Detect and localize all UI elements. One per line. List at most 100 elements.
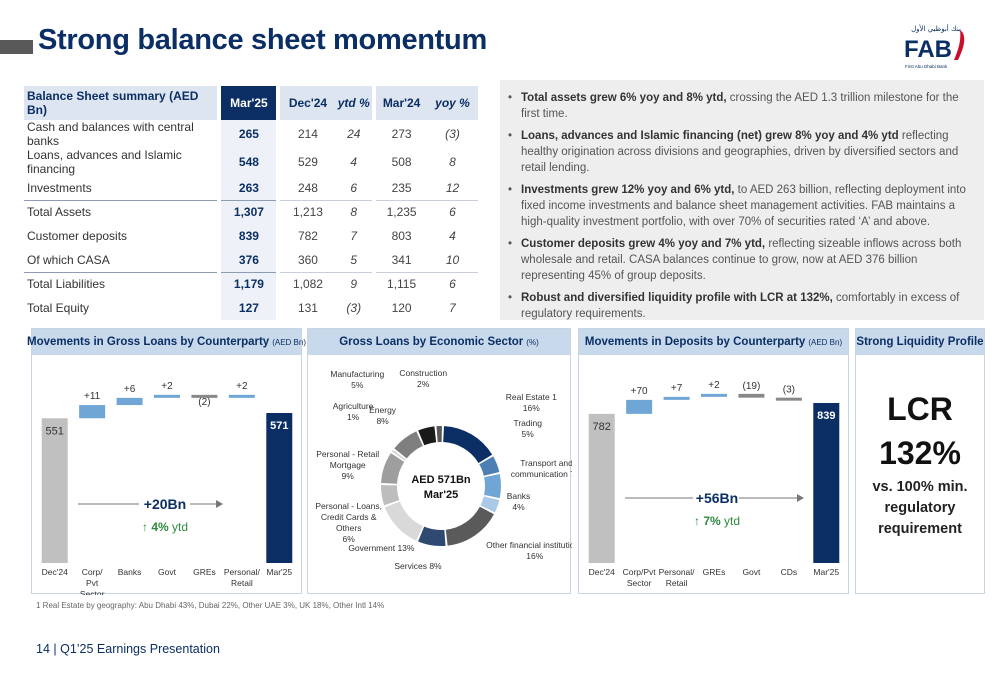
row-label: Customer deposits [27,229,128,243]
commentary-item: Customer deposits grew 4% yoy and 7% ytd… [508,236,974,284]
row-label: Loans, advances and Islamic financing [27,148,182,176]
commentary-item-highlight: Robust and diversified liquidity profile… [521,292,833,304]
data-label: (19) [743,381,761,392]
cell-mar24: 120 [391,301,412,315]
logo-text: FAB [904,36,952,63]
donut-slice [436,426,442,443]
col-header-yoy: yoy % [427,86,478,120]
bar [663,396,690,400]
bar [191,394,218,398]
cell-dec24: 131 [297,301,318,315]
logo-accent-icon [954,30,965,60]
commentary-item-highlight: Total assets grew 6% yoy and 8% ytd, [521,92,727,104]
commentary-item-text: to AED 263 billion, reflecting deploymen… [521,184,966,228]
arrow-head-icon [216,500,223,508]
donut-slice [392,450,406,461]
bar [154,394,180,398]
data-label: 551 [46,425,64,437]
slice-label: Personal - Retail Mortgage 9% [316,449,379,481]
bar [41,418,68,563]
bar [266,413,293,563]
cell-mar25: 376 [221,248,277,272]
commentary-item-text: reflecting sizeable inflows across both … [521,238,962,282]
tick-label: Corp/Pvt Sector [623,567,657,588]
cell-ytd: 24 [347,127,361,141]
slice-label: Services 8% [394,561,442,571]
row-label: Total Equity [27,301,90,315]
commentary-item: Loans, advances and Islamic financing (n… [508,128,974,176]
tick-label: Govt [742,567,761,577]
bar [79,405,106,419]
data-label: 571 [270,420,288,432]
table-row: Total Equity 127 131 (3) 120 7 [24,296,478,320]
commentary-box: Total assets grew 6% yoy and 8% ytd, cro… [500,80,984,320]
slice-label: Trading 5% [513,418,542,439]
cell-mar24: 235 [391,180,412,195]
slice-label: Manufacturing 5% [330,369,384,390]
table-row: Of which CASA 376 360 5 341 10 [24,248,478,272]
donut-slice [394,431,423,459]
cell-dec24: 360 [297,252,318,267]
tick-label: Dec'24 [589,567,615,577]
commentary-item-text: crossing the AED 1.3 trillion milestone … [521,92,959,120]
cell-mar24: 1,115 [376,271,428,296]
donut-slice [480,496,500,513]
cell-mar24: 341 [391,252,412,267]
row-label: Total Assets [24,199,218,224]
donut-slice [443,426,493,463]
loans-waterfall-chart: 551 Dec'24 +11 Corp/Pvt Sector +6 Banks +2 Govt (… [41,381,293,595]
deposits-panel-title: Movements in Deposits by Counterparty (AE… [579,329,848,355]
donut-slice [384,501,423,541]
cell-mar25: 127 [221,296,277,320]
bar [738,393,765,398]
slice-label: Banks 4% [507,491,531,512]
data-label: +2 [161,381,173,392]
commentary-item: Total assets grew 6% yoy and 8% ytd, cro… [508,90,974,122]
commentary-list: Total assets grew 6% yoy and 8% ytd, cro… [508,90,974,322]
commentary-item-text: reflecting healthy origination across di… [521,130,959,174]
loans-panel-title: Movements in Gross Loans by Counterparty… [27,329,306,355]
data-label: +11 [84,391,101,402]
col-header-mar25: Mar'25 [221,86,277,120]
commentary-item: Robust and diversified liquidity profile… [508,290,974,322]
bar [775,397,802,401]
deposits-waterfall-chart: 782 Dec'24 +70 Corp/Pvt Sector +7 Personal/Ret… [588,380,840,588]
annotation-growth: ↑ 4% ytd [142,520,188,534]
donut-slice [418,426,437,446]
bar [626,399,653,414]
tick-label: Banks [118,567,142,577]
lcr-value: 132% [879,435,961,471]
cell-mar25: 548 [221,148,277,176]
cell-yoy: 4 [449,229,456,243]
annotation-change: +20Bn [144,496,186,512]
liquidity-panel: Strong Liquidity Profile LCR 132% vs. 10… [855,328,985,594]
bar [701,393,727,397]
donut-slice [418,526,446,546]
deposits-movement-panel: Movements in Deposits by Counterparty (AE… [578,328,849,594]
commentary-item-highlight: Investments grew 12% yoy and 6% ytd, [521,184,735,196]
tick-label: Mar'25 [266,567,292,577]
fab-logo: بنك أبوظبي الأول FAB First Abu Dhabi Ban… [904,24,965,69]
data-label: +2 [708,380,720,391]
balance-sheet-summary-table: Balance Sheet summary (AED Bn) Mar'25 De… [24,86,478,320]
col-header-ytd: ytd % [335,86,373,120]
cell-dec24: 1,213 [280,199,336,224]
bar [588,413,615,563]
arrow-head-icon [797,494,804,502]
data-label: +2 [236,381,248,392]
cell-dec24: 1,082 [280,271,336,296]
cell-mar24: 273 [391,127,412,141]
table-row: Loans, advances and Islamic financing 548… [24,148,478,176]
commentary-item-highlight: Loans, advances and Islamic financing (n… [521,130,899,142]
tick-label: Personal/Retail [659,567,696,588]
data-label: +6 [124,384,136,395]
tick-label: GREs [703,567,726,577]
commentary-item: Investments grew 12% yoy and 6% ytd, to … [508,182,974,230]
data-label: 839 [817,410,835,422]
data-label: (2) [198,397,210,408]
slice-label: Construction 2% [399,368,447,389]
cell-yoy: (3) [445,127,460,141]
donut-slice [381,453,405,484]
sector-panel: Gross Loans by Economic Sector (%) Real E… [307,328,572,594]
